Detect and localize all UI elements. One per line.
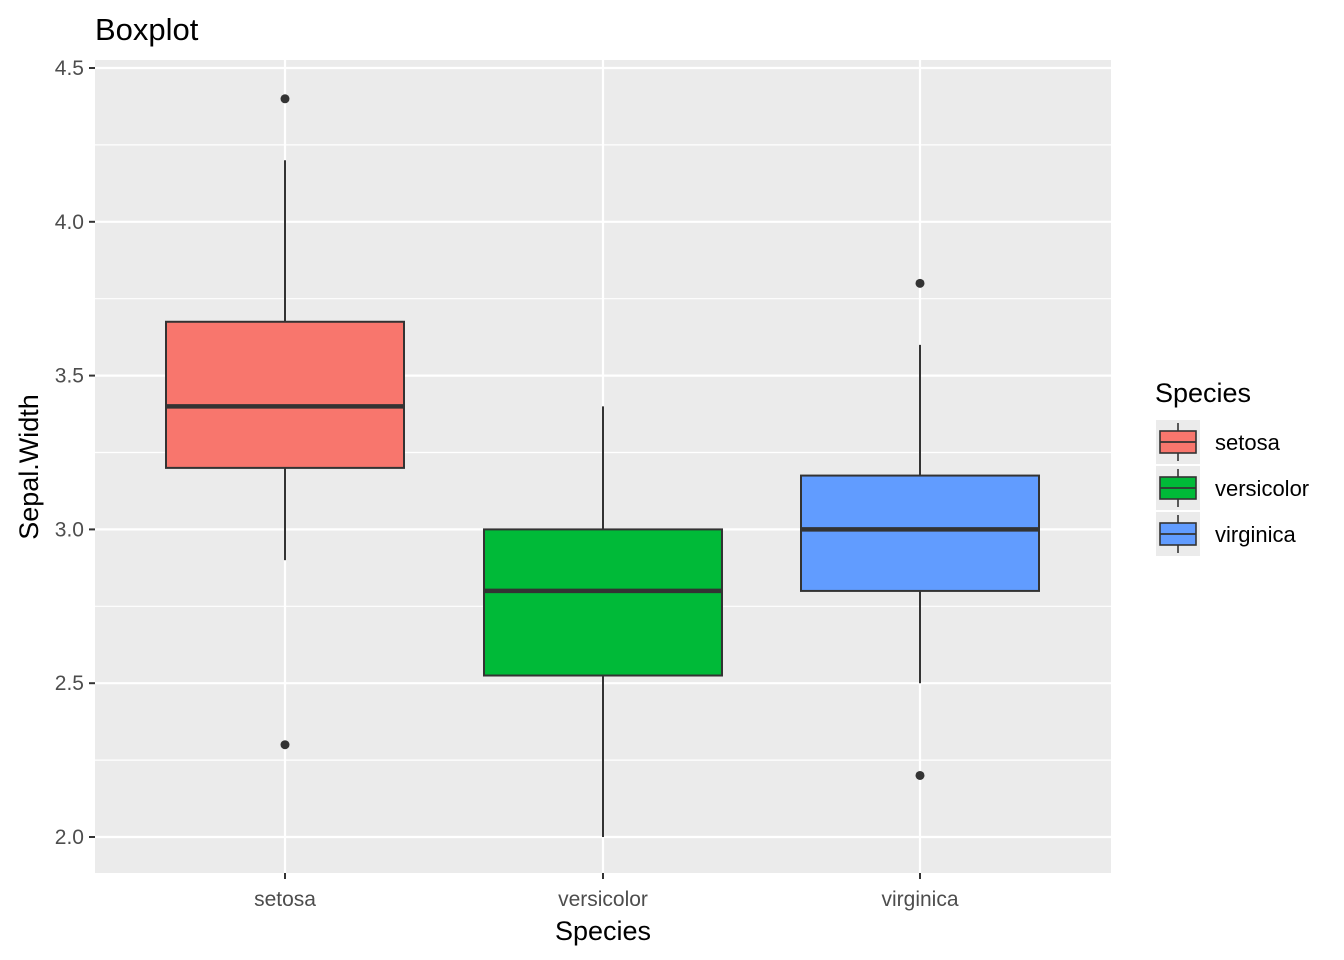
y-axis-title: Sepal.Width	[14, 394, 44, 540]
y-tick-label: 2.5	[55, 672, 84, 695]
box-versicolor	[483, 406, 723, 837]
y-axis: 2.0 2.5 3.0 3.5 4.0 4.5	[55, 57, 95, 849]
y-tick-label: 2.0	[55, 826, 84, 849]
box-iqr	[800, 474, 1040, 592]
x-tick-label: virginica	[881, 888, 958, 911]
boxes	[165, 94, 1040, 837]
outlier-point	[915, 770, 925, 780]
box-iqr	[165, 320, 405, 469]
legend: Species setosa versicolor virginica	[1155, 378, 1309, 556]
legend-label: virginica	[1215, 522, 1296, 547]
legend-label: setosa	[1215, 430, 1281, 455]
box-iqr	[483, 528, 723, 677]
y-tick-label: 4.5	[55, 57, 84, 80]
box-setosa	[165, 94, 405, 750]
y-tick-label: 4.0	[55, 211, 84, 234]
box-virginica	[800, 278, 1040, 780]
legend-label: versicolor	[1215, 476, 1309, 501]
x-tick-label: setosa	[254, 888, 316, 911]
outlier-point	[280, 94, 290, 104]
outlier-point	[280, 740, 290, 750]
chart-title: Boxplot	[95, 12, 199, 47]
x-axis: setosa versicolor virginica	[254, 873, 959, 911]
y-tick-label: 3.0	[55, 518, 84, 541]
legend-title: Species	[1155, 378, 1251, 408]
outlier-point	[915, 278, 925, 288]
x-axis-title: Species	[555, 916, 651, 946]
legend-item-virginica: virginica	[1156, 512, 1296, 556]
y-tick-label: 3.5	[55, 365, 84, 388]
legend-item-setosa: setosa	[1156, 420, 1281, 464]
x-tick-label: versicolor	[558, 888, 648, 911]
legend-item-versicolor: versicolor	[1156, 466, 1309, 510]
